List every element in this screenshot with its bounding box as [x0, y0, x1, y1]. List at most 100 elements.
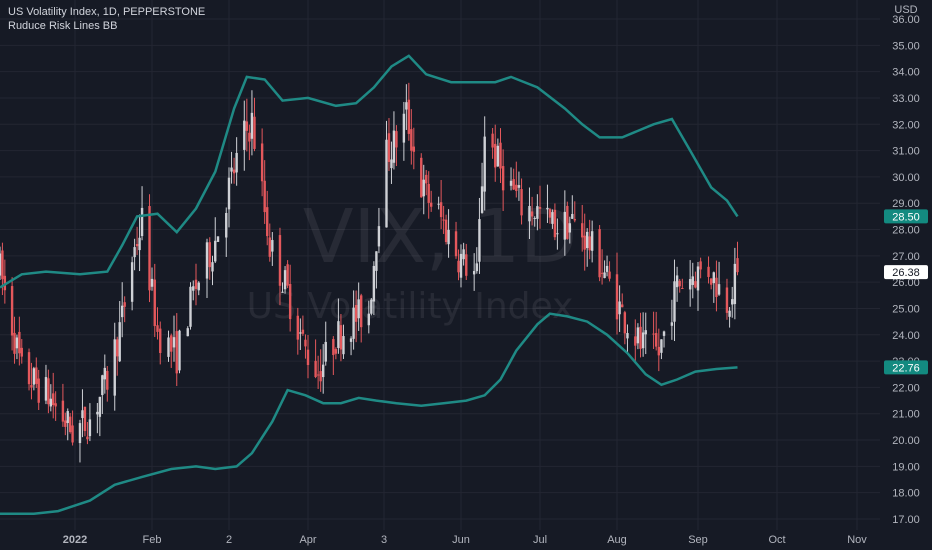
indicator-title[interactable]: Ruduce Risk Lines BB [8, 20, 118, 32]
candle-body [652, 333, 655, 335]
candle-body [301, 329, 305, 334]
currency-label: USD [894, 4, 917, 16]
candle-body [101, 375, 104, 396]
candle-body [568, 223, 572, 233]
candle-body [286, 264, 289, 286]
candle-body [439, 202, 443, 218]
candle-body [494, 143, 497, 168]
candle-body [442, 219, 445, 221]
candle-body [709, 278, 713, 285]
candle-body [354, 305, 358, 322]
candle-body [135, 244, 139, 247]
y-tick-label: 21.00 [892, 409, 920, 421]
candle-body [573, 219, 576, 221]
candle-body [106, 370, 109, 390]
candle-body [103, 367, 107, 380]
candle-body [644, 330, 647, 335]
candle-body [306, 349, 310, 365]
candle-body [288, 283, 292, 320]
candle-body [462, 249, 465, 260]
watermark-name: US Volatility Index [247, 286, 574, 327]
candle-body [49, 398, 53, 407]
y-tick-label: 36.00 [892, 14, 920, 26]
candle-body [319, 371, 322, 382]
candle-body [35, 367, 38, 384]
time-axis[interactable]: 2022 Feb 2 Apr 3 Jun Jul Aug Sep Oct Nov [63, 534, 868, 546]
candle-body [208, 242, 211, 268]
last-price-tag: 26.38 [884, 265, 928, 280]
candle-body [10, 286, 14, 336]
candle-body [304, 339, 307, 347]
candle-body [728, 310, 731, 317]
candle-body [88, 419, 92, 437]
lower-band-line [0, 312, 738, 515]
candle-body [186, 328, 189, 337]
y-tick-label: 34.00 [892, 67, 920, 79]
x-tick-label: Feb [143, 534, 162, 546]
candle-body [520, 189, 523, 216]
candle-body [530, 211, 534, 217]
candle-body [133, 247, 136, 258]
candle-body [367, 313, 370, 326]
candle-body [281, 291, 284, 293]
candle-body [372, 265, 376, 302]
candle-body [496, 145, 500, 167]
candle-body [533, 217, 536, 219]
candle-body [375, 251, 378, 271]
candle-body [420, 157, 423, 198]
candle-body [337, 321, 340, 348]
candle-body [159, 328, 162, 354]
svg-text:26.38: 26.38 [892, 267, 920, 279]
y-tick-label: 31.00 [892, 146, 920, 158]
candle-body [699, 261, 702, 270]
candle-body [86, 436, 89, 440]
y-tick-label: 18.00 [892, 488, 920, 500]
candle-body [427, 183, 430, 203]
candle-body [499, 142, 502, 169]
candle-body [66, 411, 69, 424]
candle-body [673, 281, 676, 322]
candle-body [52, 393, 55, 406]
candle-body [30, 385, 33, 388]
candle-body [402, 113, 406, 143]
candle-body [216, 236, 220, 242]
candle-body [425, 174, 428, 184]
candle-body [54, 403, 57, 407]
candle-body [475, 263, 478, 272]
y-tick-label: 26.00 [892, 277, 920, 289]
candle-body [167, 337, 170, 357]
chart-legend: US Volatility Index, 1D, PEPPERSTONE Rud… [8, 5, 205, 33]
candle-body [459, 253, 463, 278]
candle-body [691, 276, 694, 285]
candle-body [590, 231, 594, 251]
candle-body [670, 322, 674, 326]
candle-body [314, 360, 317, 378]
candle-body [678, 280, 681, 287]
candle-body [657, 346, 661, 356]
y-tick-label: 30.00 [892, 172, 920, 184]
x-tick-label: 2022 [63, 534, 87, 546]
candle-body [192, 286, 195, 291]
candle-body [605, 265, 609, 272]
candle-body [64, 420, 67, 427]
candle-body [390, 159, 393, 169]
y-tick-label: 22.00 [892, 382, 920, 394]
candle-body [412, 146, 416, 152]
candle-body [623, 312, 627, 334]
candle-body [608, 271, 611, 279]
candle-body [1, 250, 4, 280]
candle-body [357, 299, 360, 319]
candle-body [118, 322, 121, 362]
y-tick-label: 24.00 [892, 330, 920, 342]
candle-body [78, 423, 82, 444]
candle-body [556, 233, 559, 235]
candle-body [581, 223, 584, 238]
candle-body [197, 282, 200, 291]
symbol-title[interactable]: US Volatility Index, 1D, PEPPERSTONE [8, 6, 206, 18]
candle-body [457, 260, 460, 273]
candle-body [13, 332, 16, 354]
candle-body [37, 378, 40, 403]
y-tick-label: 27.00 [892, 251, 920, 263]
candle-body [621, 304, 624, 308]
